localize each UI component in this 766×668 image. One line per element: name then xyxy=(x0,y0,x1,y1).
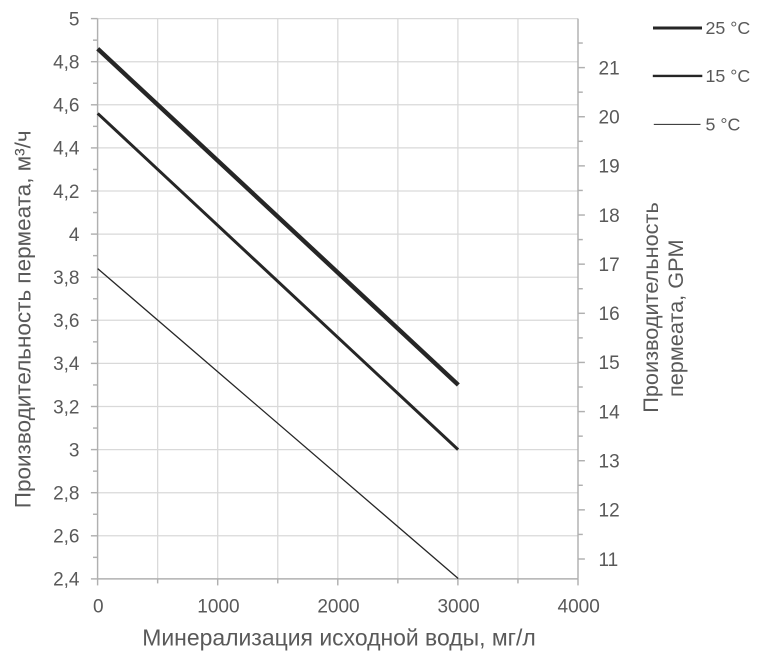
svg-text:12: 12 xyxy=(599,501,620,522)
svg-text:2,6: 2,6 xyxy=(53,527,79,548)
svg-text:2,8: 2,8 xyxy=(53,484,79,505)
svg-text:3000: 3000 xyxy=(437,597,479,618)
svg-text:3,4: 3,4 xyxy=(53,354,80,375)
svg-text:5: 5 xyxy=(69,9,80,30)
svg-text:4: 4 xyxy=(69,225,80,246)
svg-text:11: 11 xyxy=(599,550,619,571)
svg-text:3,2: 3,2 xyxy=(53,397,79,418)
svg-text:4,8: 4,8 xyxy=(53,53,79,74)
svg-text:1000: 1000 xyxy=(197,597,239,618)
svg-text:16: 16 xyxy=(599,304,620,325)
svg-text:3,8: 3,8 xyxy=(53,268,79,289)
svg-text:21: 21 xyxy=(599,58,620,79)
svg-text:17: 17 xyxy=(599,255,620,276)
svg-text:18: 18 xyxy=(599,206,620,227)
svg-text:2,4: 2,4 xyxy=(53,570,80,591)
svg-text:5 °C: 5 °C xyxy=(706,115,741,135)
svg-text:2000: 2000 xyxy=(317,597,359,618)
svg-text:Производительность: Производительность xyxy=(638,202,663,413)
svg-text:15: 15 xyxy=(599,353,620,374)
svg-text:4,2: 4,2 xyxy=(53,182,79,203)
svg-text:3,6: 3,6 xyxy=(53,311,79,332)
svg-text:15 °C: 15 °C xyxy=(706,66,751,86)
svg-text:4,4: 4,4 xyxy=(53,139,80,160)
svg-text:0: 0 xyxy=(93,597,104,618)
svg-text:пермеата, GPM: пермеата, GPM xyxy=(663,239,688,397)
svg-text:19: 19 xyxy=(599,157,620,178)
svg-text:14: 14 xyxy=(599,402,621,423)
svg-text:25 °C: 25 °C xyxy=(706,18,751,38)
svg-text:Минерализация исходной воды, м: Минерализация исходной воды, мг/л xyxy=(142,624,536,650)
svg-text:4,6: 4,6 xyxy=(53,96,79,117)
svg-text:Производительность пермеата, м: Производительность пермеата, м³/ч xyxy=(10,130,35,508)
svg-text:3: 3 xyxy=(69,440,80,461)
svg-text:20: 20 xyxy=(599,108,620,129)
svg-text:13: 13 xyxy=(599,452,620,473)
svg-text:4000: 4000 xyxy=(558,597,600,618)
